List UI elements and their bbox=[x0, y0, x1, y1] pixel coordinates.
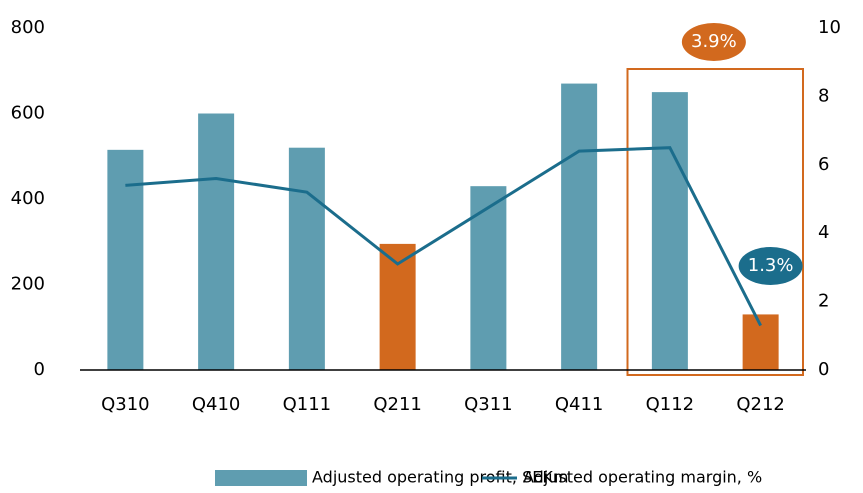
x-tick-label: Q311 bbox=[464, 394, 513, 415]
bar bbox=[561, 83, 598, 370]
y-tick-label: 800 bbox=[11, 17, 45, 38]
y2-tick-label: 0 bbox=[818, 359, 829, 380]
annotation-bubble bbox=[738, 247, 803, 285]
y2-tick-label: 10 bbox=[818, 17, 841, 38]
x-tick-label: Q310 bbox=[101, 394, 150, 415]
y-tick-label: 400 bbox=[11, 188, 45, 209]
x-tick-label: Q112 bbox=[646, 394, 695, 415]
legend-label: Adjusted operating margin, % bbox=[523, 468, 762, 487]
x-tick-label: Q211 bbox=[373, 394, 422, 415]
bar bbox=[470, 186, 507, 370]
line bbox=[125, 146, 762, 327]
y-tick-label: 0 bbox=[34, 359, 45, 380]
x-tick-label: Q411 bbox=[555, 394, 604, 415]
highlight-box bbox=[626, 68, 804, 376]
x-tick-label: Q212 bbox=[736, 394, 785, 415]
x-tick-label: Q410 bbox=[192, 394, 241, 415]
annotation-bubble bbox=[681, 23, 746, 61]
annotation: 3.9% bbox=[691, 31, 737, 52]
legend-label: Adjusted operating profit, SEKm bbox=[312, 468, 568, 487]
y2-tick-label: 8 bbox=[818, 85, 829, 106]
x-tick-label: Q111 bbox=[283, 394, 332, 415]
bar bbox=[198, 113, 235, 370]
bar bbox=[107, 149, 144, 370]
annotation: 1.3% bbox=[748, 255, 794, 276]
y2-tick-label: 2 bbox=[818, 291, 829, 312]
legend-swatch bbox=[215, 470, 307, 486]
y2-tick-label: 4 bbox=[818, 222, 829, 243]
bar bbox=[288, 147, 325, 370]
y-tick-label: 200 bbox=[11, 274, 45, 295]
y-tick-label: 600 bbox=[11, 103, 45, 124]
bar bbox=[651, 92, 688, 370]
y2-tick-label: 6 bbox=[818, 154, 829, 175]
